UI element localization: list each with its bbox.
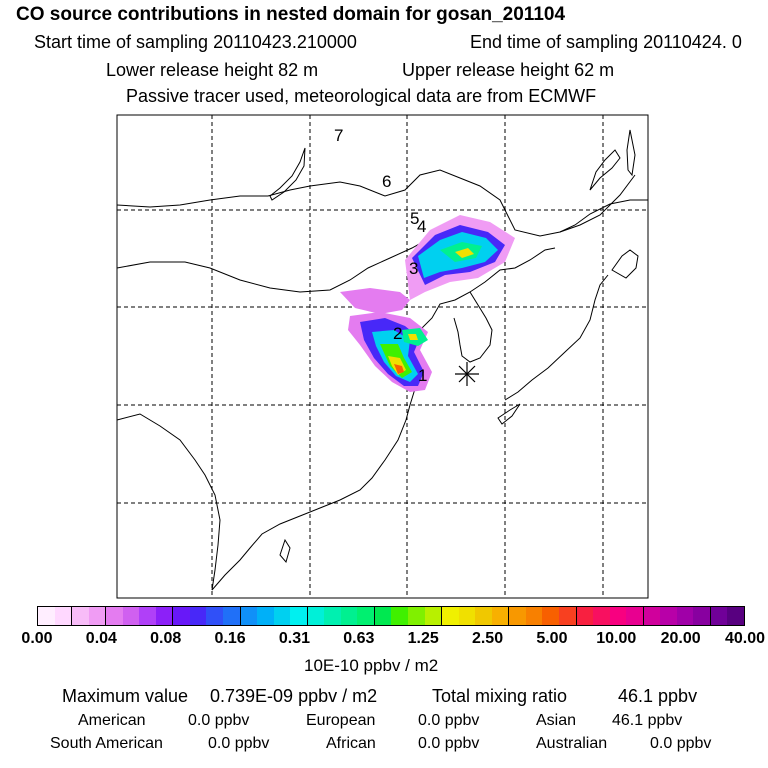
colorbar-tick-label: 0.63 xyxy=(343,630,375,647)
region-value-american: 0.0 ppbv xyxy=(188,712,250,729)
colorbar-cell xyxy=(693,607,711,625)
colorbar-tick-label: 5.00 xyxy=(536,630,568,647)
colorbar-tick-label: 10.00 xyxy=(596,630,637,647)
colorbar-cell xyxy=(626,607,644,625)
colorbar-tick-label: 0.16 xyxy=(214,630,246,647)
colorbar-cell xyxy=(727,607,744,625)
end-time-label: End time of sampling 20110424. 0 xyxy=(470,32,742,52)
upper-release-height: Upper release height 62 m xyxy=(402,60,615,80)
colorbar-cell xyxy=(710,607,728,625)
colorbar-cell xyxy=(458,607,476,625)
colorbar-cell xyxy=(88,607,107,625)
max-value-label: Maximum value xyxy=(62,686,189,706)
colorbar-cell xyxy=(324,607,341,625)
start-time-label: Start time of sampling 20110423.210000 xyxy=(34,32,357,52)
colorbar-cell xyxy=(38,607,55,625)
colorbar-tick-label: 40.00 xyxy=(724,630,766,647)
colorbar-cell xyxy=(525,607,543,625)
region-name-south-american: South American xyxy=(50,735,163,752)
day-marker-7: 7 xyxy=(334,126,343,145)
day-marker-3: 3 xyxy=(409,259,418,278)
colorbar-cell xyxy=(240,607,258,625)
colorbar-cell xyxy=(374,607,392,625)
colorbar-tick-label: 20.00 xyxy=(660,630,701,647)
max-value: 0.739E-09 ppbv / m2 xyxy=(210,686,378,706)
colorbar-cell xyxy=(424,607,443,625)
colorbar-cell xyxy=(257,607,274,625)
region-value-asian: 46.1 ppbv xyxy=(612,712,683,729)
colorbar-tick-label: 0.00 xyxy=(21,630,53,647)
region-name-african: African xyxy=(326,735,376,752)
tracer-info: Passive tracer used, meteorological data… xyxy=(126,86,597,106)
colorbar-cell xyxy=(391,607,409,625)
colorbar-cell xyxy=(139,607,156,625)
colorbar-cell xyxy=(609,607,627,625)
colorbar-cell xyxy=(357,607,375,625)
colorbar-tick-label: 2.50 xyxy=(471,630,504,647)
colorbar-cell xyxy=(593,607,610,625)
region-name-american: American xyxy=(78,712,146,729)
total-mixing-value: 46.1 ppbv xyxy=(618,686,698,706)
colorbar-cell xyxy=(189,607,207,625)
coastlines xyxy=(116,129,648,591)
colorbar-tick-label: 1.25 xyxy=(407,630,439,647)
colorbar-cell xyxy=(155,607,174,625)
map-grid xyxy=(117,115,648,598)
colorbar-cell xyxy=(307,607,325,625)
page-title: CO source contributions in nested domain… xyxy=(16,4,566,25)
colorbar-tick-label: 0.08 xyxy=(150,630,182,647)
colorbar-cell xyxy=(558,607,577,625)
colorbar-cell xyxy=(54,607,73,625)
day-marker-5: 5 xyxy=(410,209,419,228)
tracer-plume xyxy=(340,215,515,392)
total-mixing-label: Total mixing ratio xyxy=(432,686,568,706)
colorbar-cell xyxy=(72,607,89,625)
day-marker-6: 6 xyxy=(382,172,391,191)
colorbar-cell xyxy=(660,607,677,625)
day-marker-1: 1 xyxy=(418,366,427,385)
day-marker-4: 4 xyxy=(417,217,426,236)
colorbar-tick-label: 0.31 xyxy=(278,630,311,647)
region-name-australian: Australian xyxy=(536,735,608,752)
region-value-european: 0.0 ppbv xyxy=(418,712,480,729)
colorbar-cell xyxy=(206,607,224,625)
colorbar-cell xyxy=(223,607,241,625)
colorbar-cell xyxy=(576,607,594,625)
region-name-european: European xyxy=(306,712,376,729)
region-value-african: 0.0 ppbv xyxy=(418,735,480,752)
colorbar-cell xyxy=(676,607,694,625)
colorbar-cell xyxy=(173,607,190,625)
colorbar-cell xyxy=(273,607,291,625)
colorbar-tick-label: 0.04 xyxy=(85,630,117,647)
colorbar xyxy=(37,606,745,626)
region-value-south-american: 0.0 ppbv xyxy=(208,735,270,752)
colorbar-cell xyxy=(408,607,425,625)
colorbar-cell xyxy=(475,607,492,625)
receptor-star-icon xyxy=(455,362,479,386)
colorbar-cell xyxy=(491,607,510,625)
region-name-asian: Asian xyxy=(536,712,577,729)
colorbar-cell xyxy=(122,607,140,625)
region-value-australian: 0.0 ppbv xyxy=(650,735,712,752)
colorbar-cell xyxy=(442,607,459,625)
lower-release-height: Lower release height 82 m xyxy=(106,60,319,80)
colorbar-cell xyxy=(290,607,308,625)
colorbar-cell xyxy=(509,607,526,625)
colorbar-cell xyxy=(340,607,358,625)
colorbar-unit: 10E-10 ppbv / m2 xyxy=(304,656,439,675)
day-marker-2: 2 xyxy=(393,324,402,343)
colorbar-cell xyxy=(643,607,661,625)
colorbar-cell xyxy=(542,607,559,625)
colorbar-cell xyxy=(106,607,123,625)
